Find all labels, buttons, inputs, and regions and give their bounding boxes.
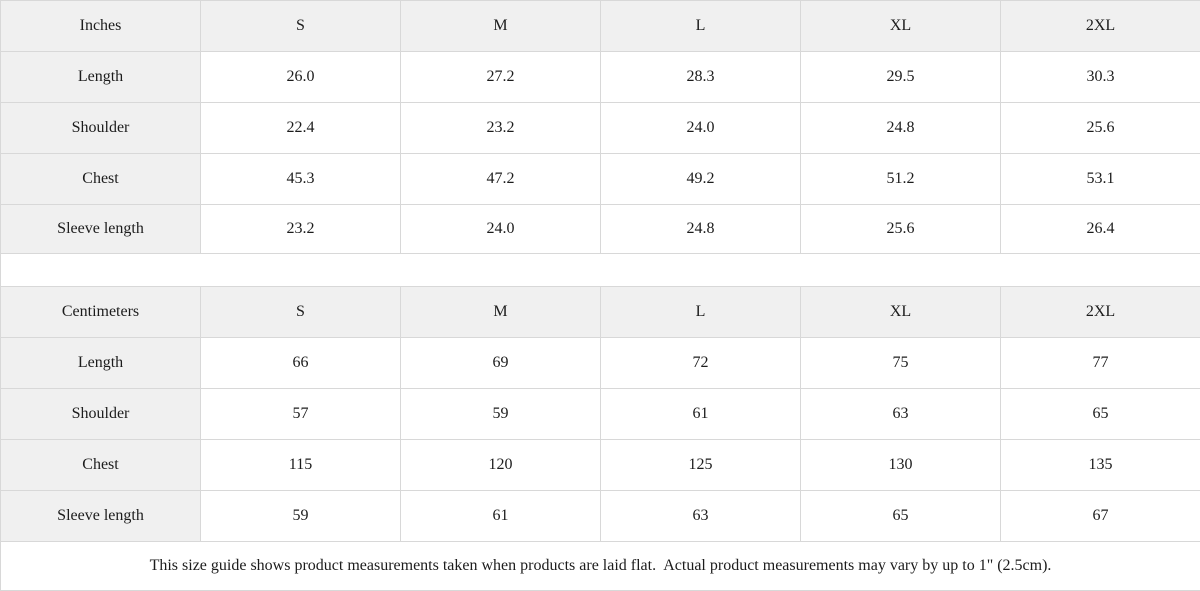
table-row: Chest 45.3 47.2 49.2 51.2 53.1: [1, 154, 1200, 205]
size-column-header: L: [601, 1, 801, 52]
measurement-value: 67: [1001, 491, 1200, 542]
measurement-value: 45.3: [201, 154, 401, 205]
size-column-header: XL: [801, 287, 1001, 338]
measurement-label: Sleeve length: [1, 491, 201, 542]
measurement-label: Shoulder: [1, 103, 201, 154]
unit-header-inches: Inches: [1, 1, 201, 52]
measurement-value: 25.6: [801, 205, 1001, 254]
unit-header-centimeters: Centimeters: [1, 287, 201, 338]
table-row: Length 26.0 27.2 28.3 29.5 30.3: [1, 52, 1200, 103]
measurement-value: 30.3: [1001, 52, 1200, 103]
measurement-value: 26.0: [201, 52, 401, 103]
measurement-value: 61: [601, 389, 801, 440]
measurement-value: 115: [201, 440, 401, 491]
measurement-value: 77: [1001, 338, 1200, 389]
measurement-value: 26.4: [1001, 205, 1200, 254]
measurement-value: 25.6: [1001, 103, 1200, 154]
table-spacer: [1, 254, 1200, 287]
measurement-value: 23.2: [201, 205, 401, 254]
measurement-value: 27.2: [401, 52, 601, 103]
measurement-value: 29.5: [801, 52, 1001, 103]
measurement-value: 51.2: [801, 154, 1001, 205]
measurement-value: 28.3: [601, 52, 801, 103]
measurement-value: 24.8: [601, 205, 801, 254]
measurement-value: 72: [601, 338, 801, 389]
measurement-value: 66: [201, 338, 401, 389]
size-guide-note: This size guide shows product measuremen…: [1, 542, 1200, 591]
size-column-header: 2XL: [1001, 287, 1200, 338]
measurement-value: 47.2: [401, 154, 601, 205]
measurement-value: 24.0: [601, 103, 801, 154]
measurement-value: 130: [801, 440, 1001, 491]
measurement-value: 24.0: [401, 205, 601, 254]
measurement-value: 24.8: [801, 103, 1001, 154]
measurement-value: 59: [201, 491, 401, 542]
inches-header-row: Inches S M L XL 2XL: [1, 1, 1200, 52]
measurement-label: Chest: [1, 440, 201, 491]
measurement-value: 75: [801, 338, 1001, 389]
table-row: Chest 115 120 125 130 135: [1, 440, 1200, 491]
size-column-header: S: [201, 1, 401, 52]
measurement-label: Chest: [1, 154, 201, 205]
measurement-value: 125: [601, 440, 801, 491]
size-column-header: L: [601, 287, 801, 338]
size-column-header: S: [201, 287, 401, 338]
table-row: Shoulder 57 59 61 63 65: [1, 389, 1200, 440]
measurement-label: Length: [1, 338, 201, 389]
table-row: Sleeve length 59 61 63 65 67: [1, 491, 1200, 542]
table-row: Shoulder 22.4 23.2 24.0 24.8 25.6: [1, 103, 1200, 154]
measurement-value: 53.1: [1001, 154, 1200, 205]
table-row: Length 66 69 72 75 77: [1, 338, 1200, 389]
measurement-label: Sleeve length: [1, 205, 201, 254]
measurement-value: 23.2: [401, 103, 601, 154]
measurement-value: 69: [401, 338, 601, 389]
centimeters-header-row: Centimeters S M L XL 2XL: [1, 287, 1200, 338]
note-row: This size guide shows product measuremen…: [1, 542, 1200, 591]
size-column-header: 2XL: [1001, 1, 1200, 52]
measurement-value: 65: [801, 491, 1001, 542]
table-row: Sleeve length 23.2 24.0 24.8 25.6 26.4: [1, 205, 1200, 254]
measurement-value: 49.2: [601, 154, 801, 205]
table-spacer-row: [1, 254, 1200, 287]
measurement-value: 22.4: [201, 103, 401, 154]
measurement-value: 65: [1001, 389, 1200, 440]
measurement-value: 120: [401, 440, 601, 491]
measurement-label: Shoulder: [1, 389, 201, 440]
measurement-value: 61: [401, 491, 601, 542]
measurement-value: 63: [601, 491, 801, 542]
measurement-value: 57: [201, 389, 401, 440]
size-column-header: M: [401, 1, 601, 52]
size-column-header: XL: [801, 1, 1001, 52]
size-column-header: M: [401, 287, 601, 338]
measurement-value: 135: [1001, 440, 1200, 491]
measurement-value: 59: [401, 389, 601, 440]
measurement-value: 63: [801, 389, 1001, 440]
measurement-label: Length: [1, 52, 201, 103]
